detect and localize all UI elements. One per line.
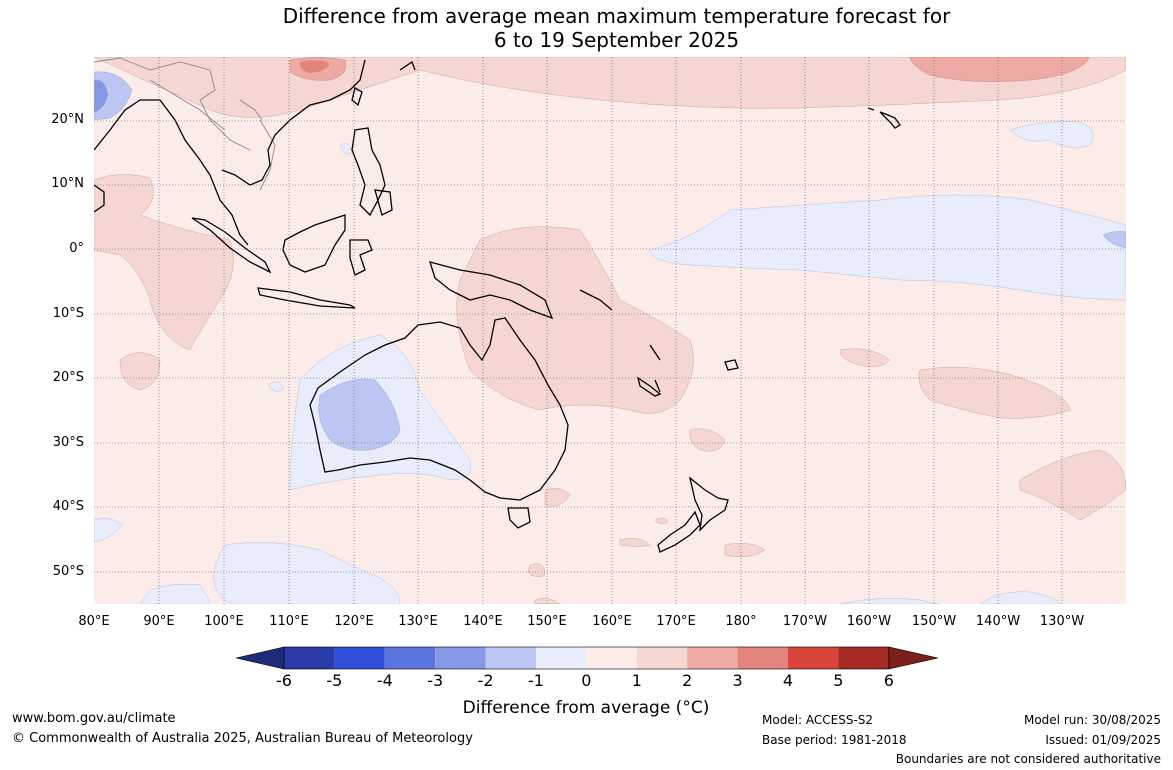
colorbar-tick-label: 4 [782,671,794,690]
lon-label: 130°E [398,614,438,629]
colorbar-label-suffix: ) [702,698,710,718]
lon-label: 80°E [78,614,110,629]
map-title-line-1: Difference from average mean maximum tem… [282,4,951,28]
lat-label-30s: 30°S [52,435,84,450]
colorbar-tick-label: -1 [528,671,544,690]
colorbar-low-extend [235,646,285,670]
colorbar-cell [435,647,486,669]
lon-label: 160°E [592,614,632,629]
colorbar-cell [536,647,587,669]
colorbar-cell [485,647,536,669]
colorbar-cell [838,647,889,669]
colorbar-tick-label: -3 [427,671,444,690]
lon-label: 130°W [1039,614,1085,629]
lon-label: 110°E [269,614,309,629]
colorbar-outline [283,646,890,670]
lon-label: 170°W [782,614,828,629]
colorbar-label-unit: °C [682,698,703,718]
lon-label: 170°E [656,614,696,629]
disclaimer-text: Boundaries are not considered authoritat… [895,752,1161,766]
colorbar-high-extend [888,646,939,670]
colorbar-tick-label: -5 [326,671,343,690]
hot-anomaly-region [299,60,330,73]
lon-label: 100°E [204,614,244,629]
colorbar-tick-label: -4 [376,671,393,690]
website-text: www.bom.gov.au/climate [12,711,176,726]
lon-label: 150°W [911,614,957,629]
cold-anomaly-region [94,79,108,112]
model-run-text: Model run: 30/08/2025 [1023,713,1161,727]
copyright-text: © Commonwealth of Australia 2025, Austra… [12,731,473,746]
lat-label-40s: 40°S [52,499,84,514]
lon-label: 140°W [975,614,1021,629]
colorbar-cell [687,647,738,669]
lon-label: 150°E [527,614,567,629]
colorbar-label: Difference from average (°C) [386,698,786,718]
colorbar-tick-label: 1 [631,671,642,690]
lat-label-10n: 10°N [51,176,84,191]
colorbar-tick-label: -6 [276,671,292,690]
lon-label: 90°E [143,614,175,629]
colorbar-tick-label: 5 [833,671,844,690]
lat-label-0: 0° [69,241,84,256]
colorbar-cell [384,647,436,669]
model-text: Model: ACCESS-S2 [762,713,874,727]
colorbar-tick-label: 6 [883,671,894,690]
colorbar-tick-label: -2 [477,671,494,690]
lon-label: 160°W [846,614,892,629]
graticule [94,57,1126,604]
base-period-text: Base period: 1981-2018 [762,733,907,747]
colorbar-tick-label: 0 [581,671,592,690]
colorbar-cell [636,647,688,669]
cool-anomaly-regions [94,121,1126,604]
lon-label: 180° [725,614,757,629]
map-title-line-2: 6 to 19 September 2025 [493,28,740,52]
lon-label: 120°E [334,614,374,629]
lat-label-20s: 20°S [52,370,84,385]
colorbar-tick-label: 2 [682,671,693,690]
lon-label: 140°E [463,614,503,629]
lat-label-20n: 20°N [51,112,84,127]
colorbar-tick-label: 3 [732,671,743,690]
colorbar-label-prefix: Difference from average ( [462,698,683,718]
colorbar-cell [334,647,385,669]
lat-label-50s: 50°S [52,564,84,579]
colorbar-cell [586,647,637,669]
colorbar-cell [788,647,839,669]
country-borders [94,57,276,191]
colorbar-cell [737,647,788,669]
colorbar-cell [284,647,335,669]
lat-label-10s: 10°S [52,306,84,321]
warm-anomaly-regions [94,57,1126,604]
issued-text: Issued: 01/09/2025 [1045,733,1161,747]
